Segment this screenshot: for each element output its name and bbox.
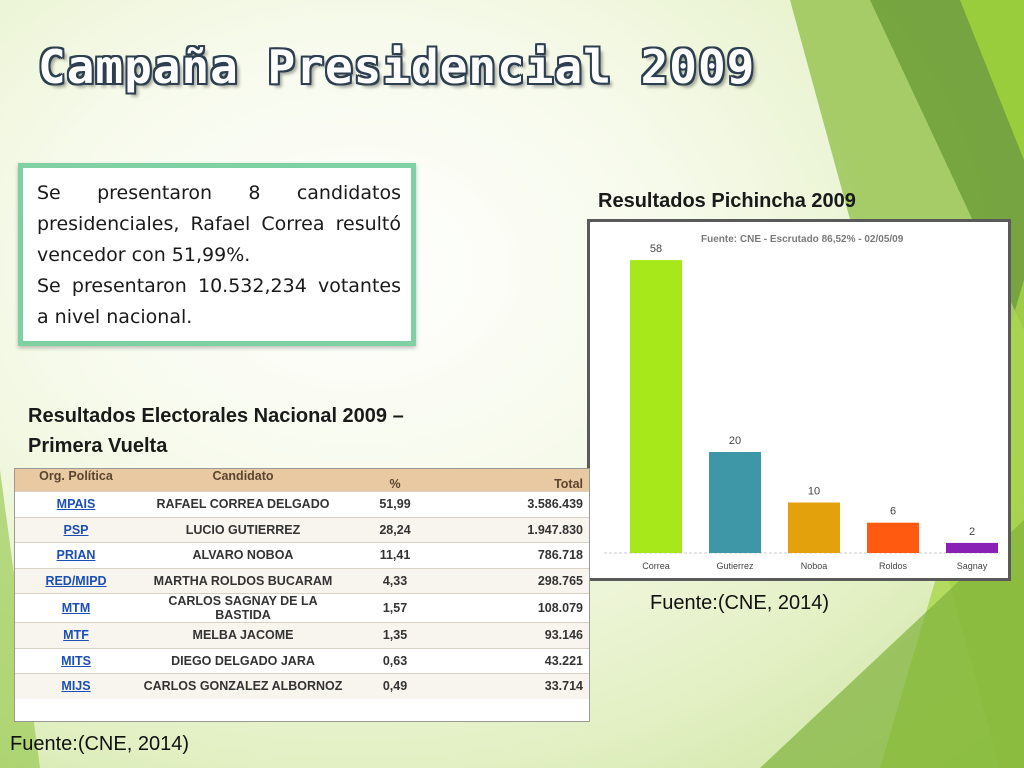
bar-value-label: 10 [808,486,820,498]
header-pct: % [349,469,441,492]
cell-pct: 51,99 [349,491,441,517]
bar-sagnay [946,542,998,553]
cell-total: 43.221 [441,647,589,674]
table-row: MITS DIEGO DELGADO JARA 0,63 43.221 [15,647,589,674]
category-label: Gutierrez [716,561,754,571]
info-line-1: Se presentaron 8 candidatos presidencial… [37,182,401,266]
cell-total: 786.718 [441,542,589,568]
category-label: Noboa [801,561,828,571]
cell-total: 3.586.439 [441,491,589,517]
cell-pct: 4,33 [349,567,441,594]
bar-noboa [788,502,840,553]
org-link[interactable]: MPAIS [56,497,96,512]
bar-value-label: 2 [969,526,975,538]
org-link[interactable]: MIJS [61,679,91,694]
slide-title: Campaña Presidencial 2009 [38,40,756,94]
info-line-2: Se presentaron 10.532,234 votantes a niv… [37,275,401,328]
table-row: PSP LUCIO GUTIERREZ 28,24 1.947.830 [15,516,589,543]
cell-pct: 1,57 [349,593,441,623]
bar-value-label: 58 [650,243,662,255]
cell-candidate: CARLOS GONZALEZ ALBORNOZ [137,673,349,699]
results-table: Org. Política Candidato % Total MPAIS RAF… [15,469,589,699]
cell-total: 298.765 [441,567,589,594]
cell-total: 93.146 [441,622,589,648]
cell-org: PSP [15,516,137,543]
info-box: Se presentaron 8 candidatos presidencial… [18,163,416,346]
chart-source: Fuente:(CNE, 2014) [650,592,829,614]
table-body: MPAIS RAFAEL CORREA DELGADO 51,99 3.586.439… [15,491,589,699]
category-label: Sagnay [957,561,988,571]
org-link[interactable]: RED/MIPD [45,573,107,588]
org-link[interactable]: PSP [63,522,89,537]
pichincha-bar-chart: Fuente: CNE - Escrutado 86,52% - 02/05/0… [587,219,1011,581]
national-heading-line1: Resultados Electorales Nacional 2009 – [28,405,404,427]
cell-candidate: MELBA JACOME [137,622,349,648]
cell-candidate: MARTHA ROLDOS BUCARAM [137,567,349,594]
bar-correa [630,260,682,553]
header-total: Total [441,469,589,492]
table-row: MTM CARLOS SAGNAY DE LA BASTIDA 1,57 108.07… [15,593,589,623]
results-table-container: Org. Política Candidato % Total MPAIS RAF… [14,468,590,722]
category-label: Correa [642,561,670,571]
cell-org: RED/MIPD [15,567,137,594]
header-org: Org. Política [15,469,137,492]
chart-svg: Fuente: CNE - Escrutado 86,52% - 02/05/0… [604,234,1000,571]
bar-gutierrez [709,452,761,553]
national-heading-line2: Primera Vuelta [28,435,168,457]
national-heading: Resultados Electorales Nacional 2009 – P… [28,401,404,461]
table-row: PRIAN ALVARO NOBOA 11,41 786.718 [15,542,589,568]
pichincha-heading: Resultados Pichincha 2009 [598,190,856,212]
cell-pct: 0,49 [349,673,441,699]
table-source: Fuente:(CNE, 2014) [10,733,189,755]
cell-candidate: RAFAEL CORREA DELGADO [137,491,349,517]
org-link[interactable]: MITS [61,653,91,668]
cell-pct: 28,24 [349,516,441,543]
header-candidate: Candidato [137,469,349,492]
org-link[interactable]: PRIAN [56,548,96,563]
cell-pct: 0,63 [349,647,441,674]
cell-total: 1.947.830 [441,516,589,543]
category-label: Roldos [879,561,908,571]
cell-org: MTF [15,622,137,648]
org-link[interactable]: MTM [61,601,91,615]
bar-roldos [867,522,919,553]
table-row: MIJS CARLOS GONZALEZ ALBORNOZ 0,49 33.714 [15,673,589,699]
bar-value-label: 20 [729,435,741,447]
cell-candidate: ALVARO NOBOA [137,542,349,568]
table-row: MPAIS RAFAEL CORREA DELGADO 51,99 3.586.439 [15,491,589,517]
table-row: MTF MELBA JACOME 1,35 93.146 [15,622,589,648]
cell-org: MIJS [15,673,137,699]
cell-pct: 11,41 [349,542,441,568]
cell-candidate: CARLOS SAGNAY DE LA BASTIDA [137,593,349,623]
bar-value-label: 6 [890,506,896,518]
table-row: RED/MIPD MARTHA ROLDOS BUCARAM 4,33 298.765 [15,567,589,594]
cell-pct: 1,35 [349,622,441,648]
cell-org: MITS [15,647,137,674]
org-link[interactable]: MTF [63,628,89,643]
cell-org: MPAIS [15,491,137,517]
cell-total: 108.079 [441,593,589,623]
cell-total: 33.714 [441,673,589,699]
cell-candidate: DIEGO DELGADO JARA [137,647,349,674]
cell-org: MTM [15,593,137,623]
table-header-row: Org. Política Candidato % Total [15,469,589,492]
cell-org: PRIAN [15,542,137,568]
cell-candidate: LUCIO GUTIERREZ [137,516,349,543]
chart-title: Fuente: CNE - Escrutado 86,52% - 02/05/0… [701,234,904,245]
